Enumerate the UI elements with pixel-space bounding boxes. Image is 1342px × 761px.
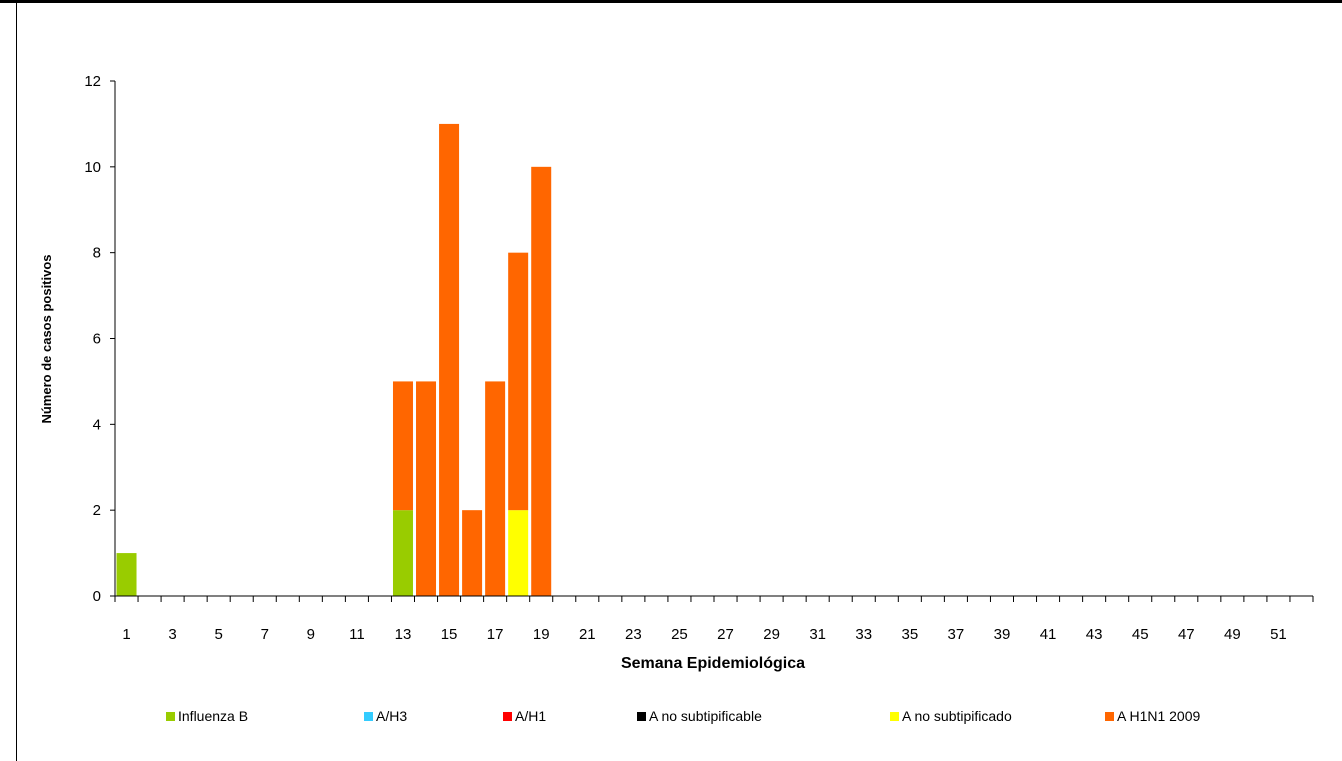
x-tick-label-43: 43 [1086, 626, 1103, 643]
axes-layer [110, 80, 1314, 602]
y-tick-label-0: 0 [93, 588, 101, 605]
y-tick-labels: 0 2 4 6 8 10 12 [84, 73, 101, 605]
legend: Influenza B A/H3 A/H1 A no subtipificable A … [166, 708, 1200, 724]
y-tick-label-6: 6 [93, 331, 101, 348]
legend-swatch-4 [890, 712, 899, 721]
y-tick-label-12: 12 [84, 73, 101, 90]
x-tick-label-23: 23 [625, 626, 642, 643]
x-tick-label-31: 31 [809, 626, 826, 643]
bar-week-13-series-5 [392, 381, 413, 511]
x-tick-label-15: 15 [441, 626, 458, 643]
y-tick-label-8: 8 [93, 245, 101, 262]
x-tick-label-35: 35 [901, 626, 918, 643]
bar-week-18-series-4 [508, 510, 529, 596]
legend-swatch-1 [364, 712, 373, 721]
legend-swatch-5 [1105, 712, 1114, 721]
legend-swatch-2 [503, 712, 512, 721]
legend-label-2: A/H1 [515, 708, 546, 724]
x-tick-label-9: 9 [307, 626, 315, 643]
x-tick-label-25: 25 [671, 626, 688, 643]
x-tick-label-17: 17 [487, 626, 504, 643]
x-tick-label-49: 49 [1224, 626, 1241, 643]
bar-week-17-series-5 [485, 381, 506, 596]
bar-week-18-series-5 [508, 252, 529, 511]
y-tick-label-2: 2 [93, 502, 101, 519]
x-tick-label-41: 41 [1040, 626, 1057, 643]
y-tick-label-10: 10 [84, 159, 101, 176]
x-tick-label-19: 19 [533, 626, 550, 643]
frame-top-border [0, 0, 1342, 3]
x-axis-title: Semana Epidemiológica [621, 655, 805, 672]
legend-label-4: A no subtipificado [902, 708, 1012, 724]
legend-swatch-3 [637, 712, 646, 721]
bar-week-1-series-0 [116, 553, 137, 596]
x-tick-label-3: 3 [168, 626, 176, 643]
x-tick-label-11: 11 [349, 626, 365, 643]
x-tick-label-7: 7 [261, 626, 269, 643]
bar-week-13-series-0 [392, 510, 413, 596]
x-tick-label-13: 13 [395, 626, 412, 643]
x-tick-label-33: 33 [855, 626, 872, 643]
x-tick-label-21: 21 [579, 626, 596, 643]
x-tick-label-45: 45 [1132, 626, 1149, 643]
x-tick-label-27: 27 [717, 626, 734, 643]
x-tick-labels: 1 3 5 7 9 11 13 15 17 19 21 23 25 27 29 31 33 35 37 39 41 43 4… [122, 626, 1286, 643]
bar-week-14-series-5 [416, 381, 437, 596]
legend-swatch-0 [166, 712, 175, 721]
x-tick-label-5: 5 [214, 626, 222, 643]
bars-layer [116, 123, 552, 597]
y-axis-title: Número de casos positivos [39, 254, 54, 423]
y-tick-label-4: 4 [93, 416, 101, 433]
x-tick-label-29: 29 [763, 626, 780, 643]
legend-label-3: A no subtipificable [649, 708, 762, 724]
legend-label-1: A/H3 [376, 708, 407, 724]
legend-label-0: Influenza B [178, 708, 248, 724]
x-tick-label-51: 51 [1270, 626, 1287, 643]
x-tick-label-37: 37 [948, 626, 965, 643]
frame-left-border [16, 3, 17, 761]
x-tick-label-47: 47 [1178, 626, 1195, 643]
x-tick-label-39: 39 [994, 626, 1011, 643]
bar-week-19-series-5 [531, 166, 552, 596]
legend-label-5: A H1N1 2009 [1117, 708, 1200, 724]
bar-week-16-series-5 [462, 510, 483, 596]
x-tick-label-1: 1 [122, 626, 130, 643]
bar-week-15-series-5 [439, 123, 460, 597]
